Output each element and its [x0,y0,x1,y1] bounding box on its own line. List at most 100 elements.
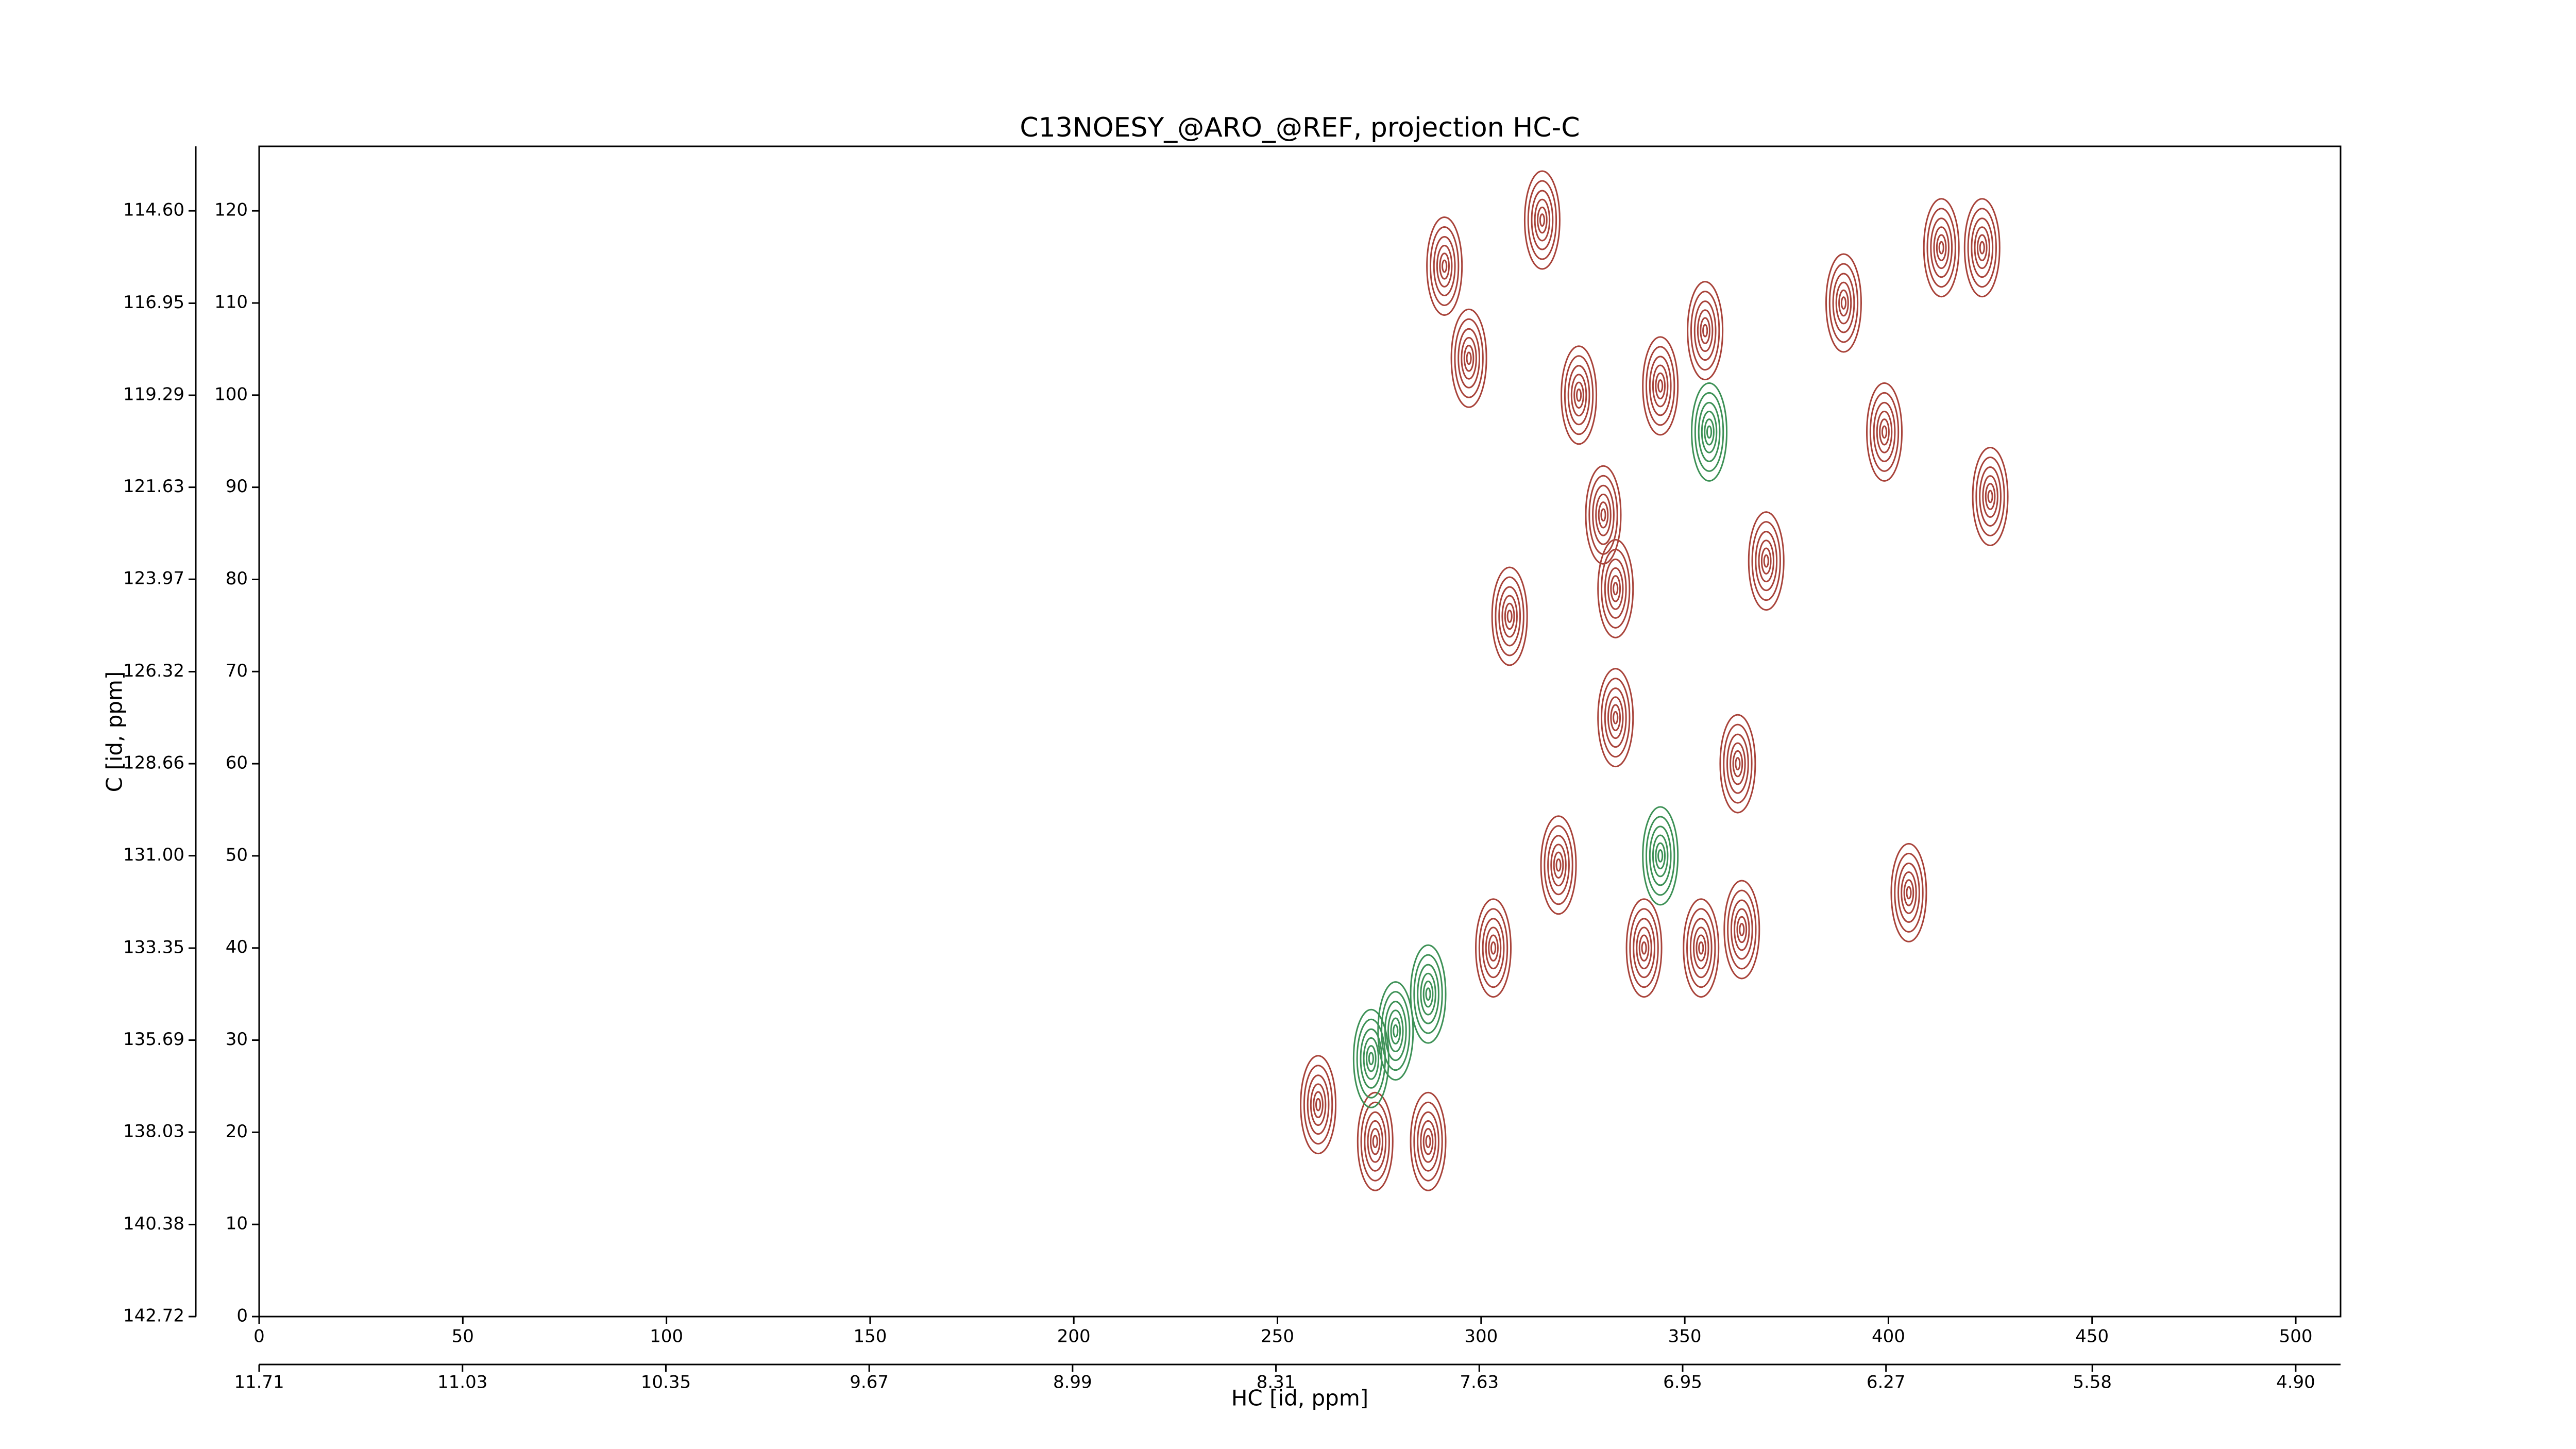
contour-ring [1393,1024,1399,1038]
contour-ring [1879,418,1890,446]
x2-tick-label: 8.99 [1053,1372,1092,1393]
contour-ring [1985,483,1996,510]
contour-ring [1825,253,1862,353]
plot-area [258,145,2342,1318]
y2-tick-label: 135.69 [123,1029,184,1050]
contour-ring [1368,1052,1374,1066]
x-tick-label: 450 [2075,1326,2109,1347]
contour-ring [1367,1120,1384,1163]
y2-tick-label: 138.03 [123,1121,184,1142]
contour-ring [1642,806,1679,906]
contour-ring [1491,566,1528,666]
contour-ring [1936,234,1947,261]
peak [1352,1008,1389,1108]
contour-ring [1490,941,1497,955]
contour-ring [1573,381,1584,409]
x-axis-label: HC [id, ppm] [1231,1386,1368,1411]
contour-ring [1601,548,1631,629]
contour-ring [1357,1091,1394,1191]
contour-ring [1906,886,1912,900]
contour-ring [1352,1008,1389,1108]
contour-ring [1534,198,1551,242]
contour-ring [1372,1135,1378,1149]
contour-ring [1585,465,1622,565]
contour-ring [1363,1037,1380,1080]
plot-frame [258,145,2342,1318]
contour-ring [1433,235,1456,296]
x-tick-label: 300 [1464,1326,1498,1347]
contour-ring [1723,880,1760,980]
contour-ring [1413,954,1443,1034]
contour-ring [1903,879,1914,906]
contour-ring [1531,190,1554,250]
contour-ring [1976,234,1988,261]
contour-ring [1466,351,1472,365]
x2-tick-label: 11.71 [234,1372,284,1393]
y2-tick-label: 116.95 [123,292,184,313]
peak [1561,345,1598,445]
contour-ring [1498,586,1521,647]
contour-ring [1377,981,1414,1081]
contour-ring [1461,336,1477,380]
contour-ring [1604,687,1627,748]
peak [1748,511,1785,611]
peak [1687,281,1724,381]
contour-ring [1604,558,1627,619]
contour-ring [1315,1098,1321,1111]
contour-ring [1701,410,1718,453]
peak [1719,714,1756,814]
contour-ring [1894,852,1924,933]
contour-ring [1567,365,1590,426]
peak [1642,806,1679,906]
contour-ring [1527,180,1557,260]
contour-ring [1702,324,1708,338]
y-tick-label: 0 [236,1306,248,1326]
contour-ring [1420,1120,1436,1163]
contour-ring [1475,898,1512,998]
contour-ring [1652,364,1669,408]
contour-ring [1420,972,1436,1016]
contour-ring [1550,844,1567,887]
contour-ring [1607,696,1624,739]
contour-ring [1697,309,1714,352]
contour-ring [1638,934,1650,962]
peak [1426,216,1463,316]
contour-ring [1832,273,1855,333]
contour-ring [1488,934,1499,962]
contour-ring [1425,1135,1431,1149]
contour-ring [1478,908,1509,988]
contour-ring [1719,714,1756,814]
x-tick-label: 150 [853,1326,887,1347]
contour-ring [1979,466,2002,527]
contour-ring [1607,567,1624,610]
contour-ring [1897,862,1920,923]
contour-ring [1537,206,1548,234]
contour-ring [1869,392,1900,472]
contour-ring [1835,281,1852,325]
contour-ring [1387,1009,1404,1053]
contour-ring [1683,898,1720,998]
y2-tick-label: 126.32 [123,661,184,681]
contour-ring [1696,934,1707,962]
contour-ring [1523,170,1561,270]
contour-ring [1694,392,1724,472]
contour-ring [1657,849,1664,863]
peak [1475,898,1512,998]
contour-ring [1732,750,1743,778]
contour-ring [1692,926,1709,970]
contour-ring [1610,575,1621,602]
peak [1597,538,1634,638]
contour-ring [1356,1018,1386,1099]
contour-ring [1751,521,1781,601]
contour-ring [1390,1017,1401,1044]
contour-ring [1595,493,1612,536]
peak [1491,566,1528,666]
contour-ring [1553,851,1564,879]
contour-ring [1601,678,1631,758]
peak [1723,880,1760,980]
y2-tick-label: 131.00 [123,845,184,865]
contour-ring [1974,226,1991,269]
contour-ring [1979,241,1985,255]
contour-ring [1755,531,1778,592]
contour-ring [1564,355,1594,435]
